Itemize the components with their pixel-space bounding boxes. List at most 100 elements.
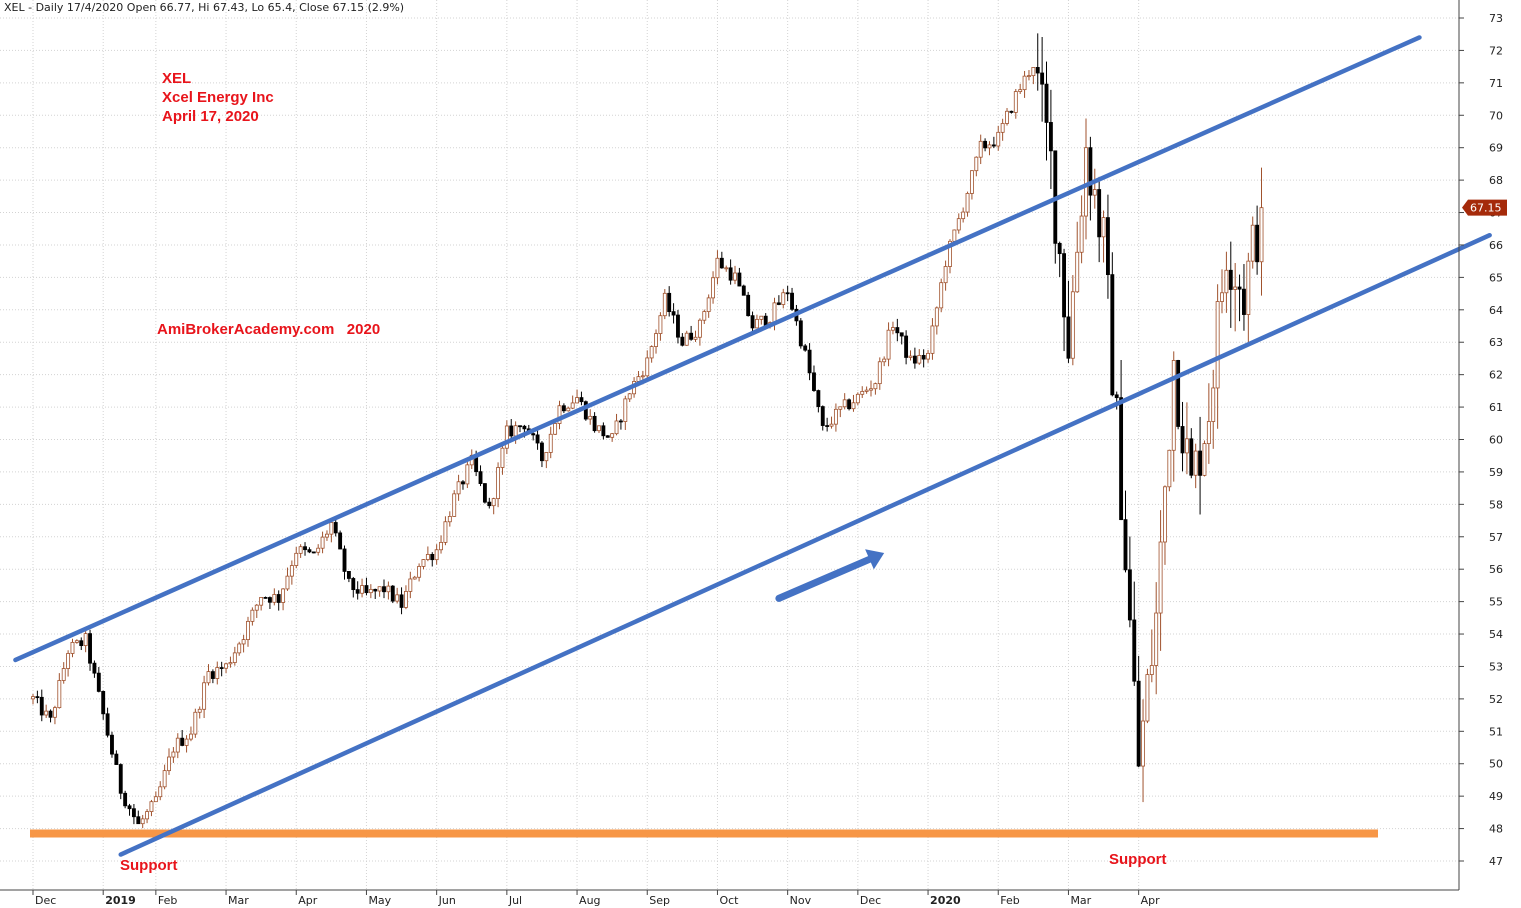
candle-body (601, 425, 606, 437)
gridlines (0, 0, 1459, 890)
candle-body (131, 808, 136, 818)
candle-body (491, 498, 496, 507)
candle-body (531, 433, 536, 436)
candle-body (145, 811, 150, 820)
candle-body (167, 756, 171, 772)
candle-body (456, 481, 461, 495)
candle-body (518, 425, 522, 428)
last-price-badge (1462, 199, 1507, 216)
candle-body (123, 792, 128, 807)
candle-body (833, 408, 838, 425)
candle-body (66, 653, 71, 669)
candle-body (44, 710, 49, 716)
candle-body (1066, 316, 1071, 359)
candle-body (342, 548, 347, 572)
candle-body (1242, 288, 1246, 315)
candle-body (1132, 619, 1137, 682)
candle-body (430, 553, 435, 561)
candle-body (1009, 110, 1014, 113)
candle-body (276, 594, 281, 603)
candle-body (390, 585, 395, 602)
upper-channel-line (13, 35, 1422, 663)
candle-body (1031, 67, 1036, 77)
x-tick-label: Jul (508, 894, 522, 907)
y-tick-label: 56 (1489, 563, 1503, 576)
candle-body (781, 292, 786, 305)
candle-body (298, 546, 303, 554)
candle-body (702, 311, 707, 321)
candlesticks (31, 33, 1264, 829)
candle-body (1220, 292, 1224, 302)
candle-body (640, 375, 645, 378)
candle-body (1035, 67, 1040, 74)
candle-body (605, 435, 610, 438)
y-tick-label: 65 (1489, 271, 1503, 284)
y-tick-label: 49 (1489, 790, 1503, 803)
candle-body (360, 585, 364, 594)
y-tick-label: 70 (1489, 109, 1503, 122)
candle-body (272, 594, 277, 603)
candle-body (140, 818, 145, 825)
candle-body (1048, 122, 1053, 152)
candle-body (513, 425, 518, 437)
candle-body (618, 420, 623, 423)
candle-body (737, 272, 742, 287)
candle-body (684, 332, 689, 346)
candle-body (189, 733, 193, 740)
candle-body (548, 433, 553, 453)
candle-body (1202, 443, 1207, 476)
candle-body (697, 319, 702, 338)
y-tick-label: 72 (1489, 44, 1503, 57)
candle-body (978, 140, 983, 158)
candle-body (241, 639, 246, 645)
support-label-right: Support (1109, 851, 1167, 868)
candle-body (956, 218, 961, 231)
candle-body (259, 596, 264, 606)
candle-body (860, 391, 865, 395)
candle-body (114, 753, 119, 765)
candle-body (755, 318, 759, 329)
candle-body (263, 596, 268, 599)
candle-body (904, 335, 909, 358)
candle-body (1123, 519, 1128, 571)
candle-body (149, 801, 154, 812)
candle-body (921, 355, 926, 360)
candle-body (776, 302, 781, 305)
candle-body (882, 358, 887, 363)
candle-body (83, 633, 88, 647)
y-tick-label: 66 (1489, 239, 1503, 252)
candle-body (1092, 189, 1097, 196)
y-tick-label: 62 (1489, 369, 1503, 382)
candle-body (377, 586, 382, 592)
candle-body (1198, 450, 1203, 476)
candle-body (1018, 89, 1023, 92)
candle-body (689, 332, 694, 340)
candle-body (303, 546, 307, 551)
candle-body (316, 547, 321, 553)
candle-body (1180, 426, 1185, 454)
candle-body (425, 553, 430, 560)
candle-body (1062, 253, 1066, 318)
candle-body (680, 336, 685, 346)
candle-body (158, 786, 163, 798)
candle-body (535, 434, 540, 444)
candle-body (237, 643, 242, 654)
candle-body (197, 708, 202, 713)
candle-body (338, 532, 343, 550)
candle-body (500, 447, 505, 468)
overlay-lines (13, 35, 1492, 857)
candle-body (1000, 123, 1005, 133)
candle-body (991, 144, 996, 147)
candle-body (693, 336, 698, 340)
candle-body (588, 415, 593, 420)
candle-body (969, 170, 974, 194)
candle-body (583, 401, 588, 420)
candle-body (101, 690, 106, 715)
x-tick-label: Mar (228, 894, 249, 907)
candle-body (930, 325, 935, 354)
candle-body (974, 156, 979, 172)
candle-body (1228, 269, 1233, 290)
candle-body (961, 211, 966, 220)
candle-body (267, 597, 272, 603)
date-annotation: April 17, 2020 (162, 108, 259, 125)
